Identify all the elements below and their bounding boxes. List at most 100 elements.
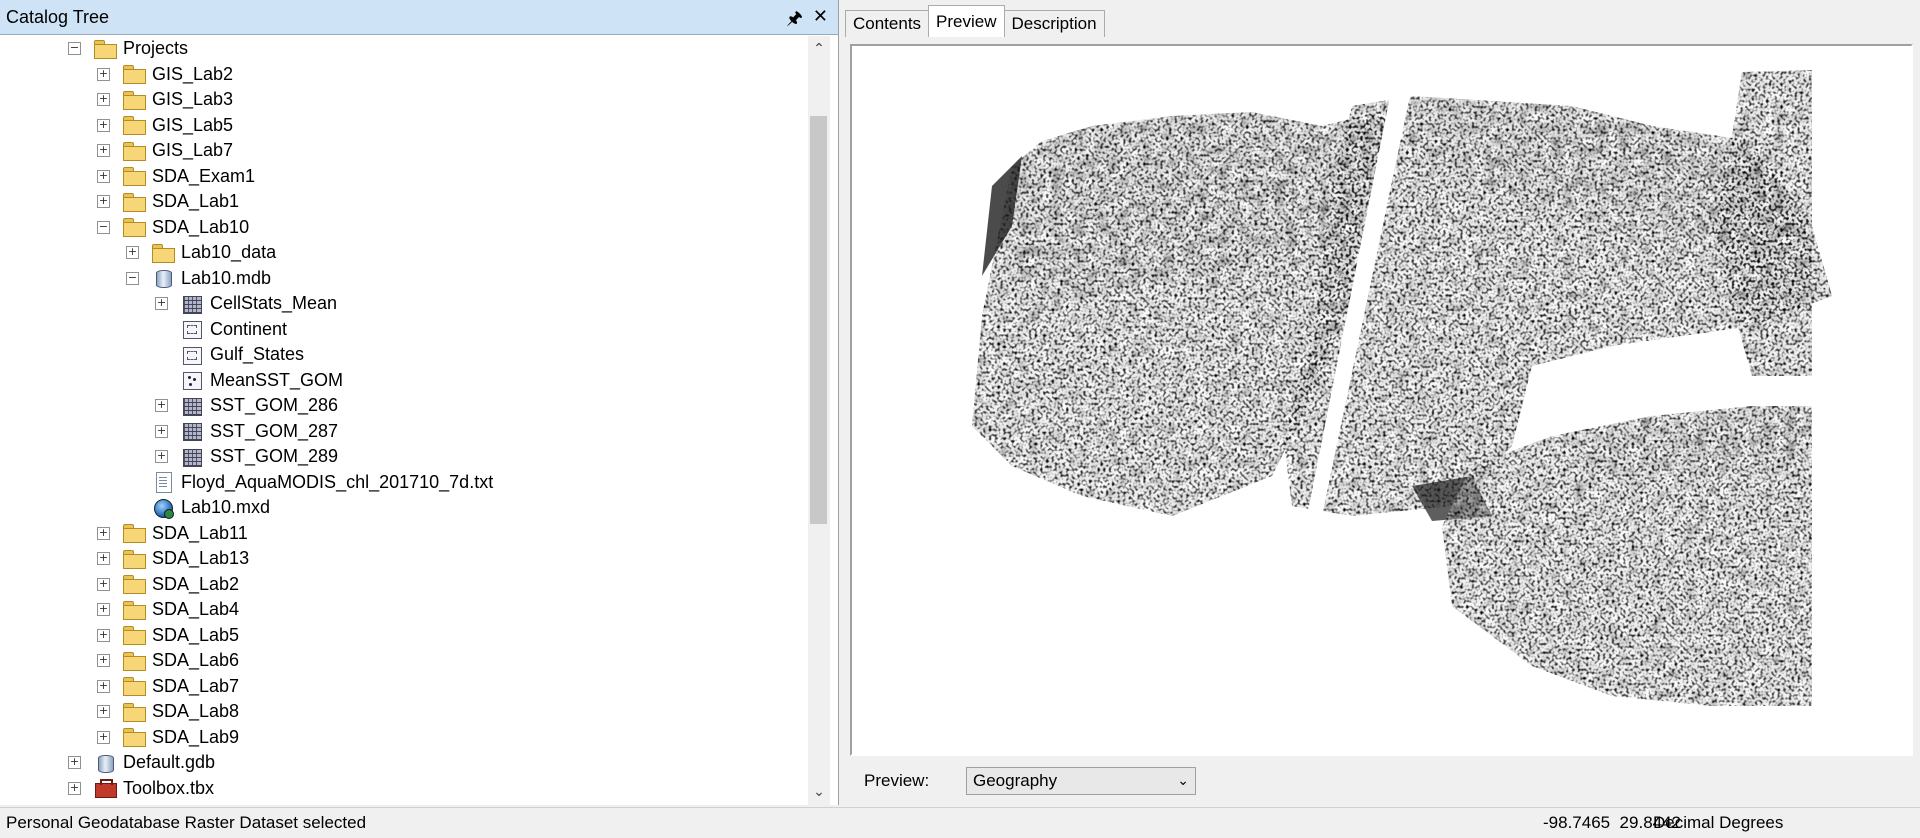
expand-icon[interactable]: + — [97, 66, 110, 81]
tree-item[interactable]: + SDA_Lab13 — [97, 546, 249, 571]
expand-icon[interactable]: + — [155, 423, 168, 438]
tree-item-label: Lab10_data — [181, 242, 277, 262]
collapse-icon[interactable]: − — [126, 270, 139, 285]
tree-item[interactable]: MeanSST_GOM — [155, 368, 343, 393]
expand-icon[interactable]: + — [97, 653, 110, 667]
tree-item[interactable]: + GIS_Lab5 — [97, 113, 233, 138]
tree-item-label: SDA_Lab4 — [152, 599, 240, 619]
tree-item[interactable]: + SDA_Lab6 — [97, 648, 239, 673]
tree-item[interactable]: + SST_GOM_287 — [155, 419, 338, 444]
expand-icon[interactable]: + — [126, 245, 139, 259]
tree-item[interactable]: Continent — [155, 317, 287, 342]
poly-icon — [180, 345, 204, 365]
tree-item-label: Gulf_States — [210, 344, 305, 364]
close-icon[interactable]: ✕ — [812, 6, 828, 26]
folder-icon — [122, 90, 146, 110]
chevron-down-icon: ⌄ — [1177, 773, 1189, 789]
tree-item[interactable]: + Toolbox.tbx — [68, 776, 214, 801]
status-bar: Personal Geodatabase Raster Dataset sele… — [0, 807, 1920, 838]
expand-icon[interactable]: + — [97, 602, 110, 616]
tab-preview-label: Preview — [936, 11, 997, 31]
tree-item-label: Lab10.mxd — [181, 497, 271, 517]
preview-type-select[interactable]: Geography ⌄ — [966, 767, 1196, 795]
expand-icon[interactable]: + — [68, 755, 81, 769]
expand-icon[interactable]: + — [97, 525, 110, 540]
folder-icon — [122, 574, 146, 594]
tree-item-label: SDA_Lab7 — [152, 675, 240, 696]
spacer — [126, 501, 139, 514]
expand-icon[interactable]: + — [155, 398, 168, 412]
expand-icon[interactable]: + — [97, 143, 110, 157]
status-units: Decimal Degrees — [1653, 813, 1784, 832]
scroll-down-icon[interactable]: ⌄ — [813, 784, 825, 800]
tree-item-label: Floyd_AquaMODIS_chl_201710_7d.txt — [181, 471, 494, 492]
tree-item[interactable]: + SDA_Lab5 — [97, 623, 239, 648]
collapse-icon[interactable]: − — [97, 219, 110, 234]
expand-icon[interactable]: + — [155, 296, 168, 310]
expand-icon[interactable]: + — [97, 678, 110, 693]
tree-item[interactable]: + SDA_Lab2 — [97, 572, 239, 597]
mxd-icon — [151, 498, 175, 519]
expand-icon[interactable]: + — [68, 780, 81, 795]
tree-item-label: Default.gdb — [123, 752, 216, 772]
spacer — [126, 476, 139, 489]
tree-item[interactable]: + SST_GOM_289 — [155, 444, 338, 469]
expand-icon[interactable]: + — [97, 627, 110, 642]
tree-item[interactable]: + Default.gdb — [68, 750, 215, 775]
expand-icon[interactable]: + — [97, 92, 110, 106]
tab-description[interactable]: Description — [1003, 10, 1105, 37]
tab-preview[interactable]: Preview — [928, 5, 1005, 37]
folder-icon — [122, 523, 146, 543]
tab-contents[interactable]: Contents — [845, 10, 930, 37]
tree-scrollbar[interactable]: ⌃ ⌄ — [808, 36, 830, 805]
expand-icon[interactable]: + — [97, 576, 110, 591]
tree-item[interactable]: − Lab10.mdb — [126, 266, 271, 291]
tree-item[interactable]: + SDA_Lab11 — [97, 521, 248, 546]
tree-item[interactable]: Lab10.mxd — [126, 495, 270, 520]
expand-icon[interactable]: + — [97, 729, 110, 744]
folder-icon — [122, 166, 146, 186]
scroll-thumb[interactable] — [810, 116, 827, 524]
tree-item-label: GIS_Lab7 — [152, 140, 234, 160]
tree-item[interactable]: + SDA_Lab8 — [97, 699, 239, 724]
scroll-up-icon[interactable]: ⌃ — [813, 41, 825, 57]
expand-icon[interactable]: + — [155, 449, 168, 463]
tree-item[interactable]: Gulf_States — [155, 342, 304, 367]
tree-item[interactable]: + GIS_Lab2 — [97, 62, 233, 87]
tree-item[interactable]: + SDA_Lab9 — [97, 725, 239, 750]
tree-item[interactable]: + CellStats_Mean — [155, 291, 337, 316]
preview-canvas[interactable] — [850, 44, 1913, 756]
raster-swath-left — [972, 106, 1402, 516]
tree-item[interactable]: + SST_GOM_286 — [155, 393, 338, 418]
tree-item[interactable]: + Lab10_data — [126, 240, 276, 265]
tree-item-label: SDA_Lab10 — [152, 216, 250, 237]
tree-item[interactable]: − SDA_Lab10 — [97, 215, 249, 240]
tree-item[interactable]: Floyd_AquaMODIS_chl_201710_7d.txt — [126, 470, 493, 495]
tree-item[interactable]: + GIS_Lab3 — [97, 87, 233, 112]
raster-preview-image — [972, 70, 1832, 706]
folder-icon — [151, 243, 175, 263]
folder-icon — [122, 64, 146, 84]
pin-icon[interactable]: 🖈 — [786, 8, 803, 28]
expand-icon[interactable]: + — [97, 194, 110, 208]
tree-item[interactable]: + GIS_Lab7 — [97, 138, 233, 163]
tree-item-label: SDA_Lab13 — [152, 548, 250, 568]
expand-icon[interactable]: + — [97, 117, 110, 132]
expand-icon[interactable]: + — [97, 551, 110, 565]
expand-icon[interactable]: + — [97, 704, 110, 718]
tree-item-label: Projects — [123, 38, 189, 58]
tree-item[interactable]: + SDA_Lab4 — [97, 597, 239, 622]
tree-item[interactable]: + SDA_Lab7 — [97, 674, 239, 699]
expand-icon[interactable]: + — [97, 168, 110, 183]
preview-label: Preview: — [864, 771, 930, 790]
tree-item-label: CellStats_Mean — [210, 293, 338, 313]
tree-item-label: GIS_Lab2 — [152, 63, 234, 84]
preview-panel: Contents Preview Description — [843, 0, 1920, 805]
collapse-icon[interactable]: − — [68, 41, 81, 55]
tree-item-label: SDA_Lab8 — [152, 701, 240, 721]
preview-type-value: Geography — [973, 771, 1058, 790]
tree-item[interactable]: + SDA_Exam1 — [97, 164, 255, 189]
tree-item[interactable]: + SDA_Lab1 — [97, 189, 239, 214]
tree-item[interactable]: − Projects — [68, 36, 188, 61]
folder-icon — [122, 651, 146, 671]
